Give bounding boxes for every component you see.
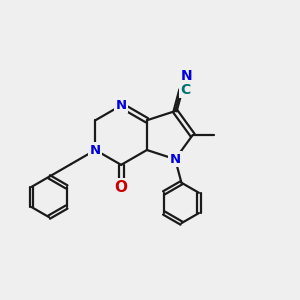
Text: C: C — [180, 82, 190, 97]
Text: N: N — [116, 99, 127, 112]
Text: N: N — [169, 153, 181, 166]
Text: N: N — [181, 69, 192, 83]
Text: O: O — [115, 180, 128, 195]
Text: N: N — [90, 143, 101, 157]
